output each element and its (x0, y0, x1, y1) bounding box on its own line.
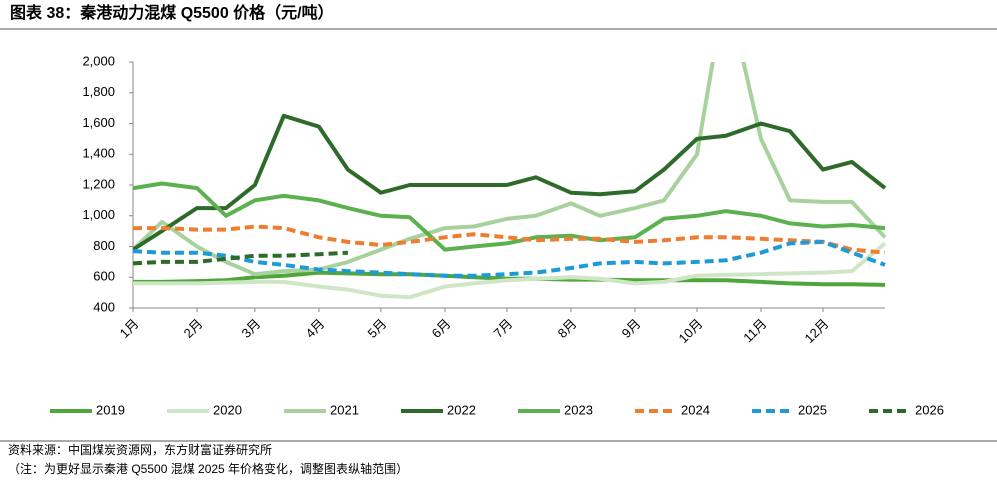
legend-label: 2022 (447, 402, 476, 417)
x-tick-label: 6月 (429, 316, 454, 341)
series-line (133, 62, 887, 277)
x-tick-label: 9月 (619, 316, 644, 341)
y-tick-label: 400 (93, 299, 115, 314)
chart-title: 图表 38：秦港动力混煤 Q5500 价格（元/吨） (10, 3, 334, 22)
series-line (133, 250, 349, 266)
legend-label: 2023 (564, 402, 593, 417)
y-tick-label: 800 (93, 238, 115, 253)
series-line (133, 241, 887, 300)
x-tick-label: 1月 (117, 316, 142, 341)
plot-area (133, 62, 887, 300)
source-note: 资料来源：中国煤炭资源网，东方财富证券研究所 (8, 442, 272, 457)
x-tick-label: 7月 (491, 316, 516, 341)
y-tick-label: 1,200 (82, 176, 115, 191)
y-tick-label: 1,600 (82, 115, 115, 130)
y-tick-label: 1,800 (82, 84, 115, 99)
legend-label: 2024 (681, 402, 710, 417)
legend-label: 2021 (330, 402, 359, 417)
x-tick-label: 8月 (555, 316, 580, 341)
footnote: （注：为更好显示秦港 Q5500 混煤 2025 年价格变化，调整图表纵轴范围） (8, 461, 408, 476)
y-tick-label: 600 (93, 269, 115, 284)
legend-label: 2020 (213, 402, 242, 417)
legend-label: 2026 (915, 402, 944, 417)
y-tick-label: 1,400 (82, 146, 115, 161)
series-line (133, 239, 886, 278)
y-tick-label: 2,000 (82, 53, 115, 68)
series-line (133, 224, 886, 255)
series-line (133, 181, 886, 252)
series-line (133, 113, 887, 252)
x-tick-label: 11月 (740, 316, 769, 345)
legend-label: 2025 (798, 402, 827, 417)
x-tick-label: 3月 (239, 316, 264, 341)
x-tick-label: 12月 (802, 316, 832, 346)
x-tick-label: 2月 (181, 316, 206, 341)
x-tick-label: 5月 (365, 316, 390, 341)
legend-label: 2019 (96, 402, 125, 417)
y-tick-label: 1,000 (82, 207, 115, 222)
x-tick-label: 10月 (676, 316, 706, 346)
x-tick-label: 4月 (303, 316, 328, 341)
